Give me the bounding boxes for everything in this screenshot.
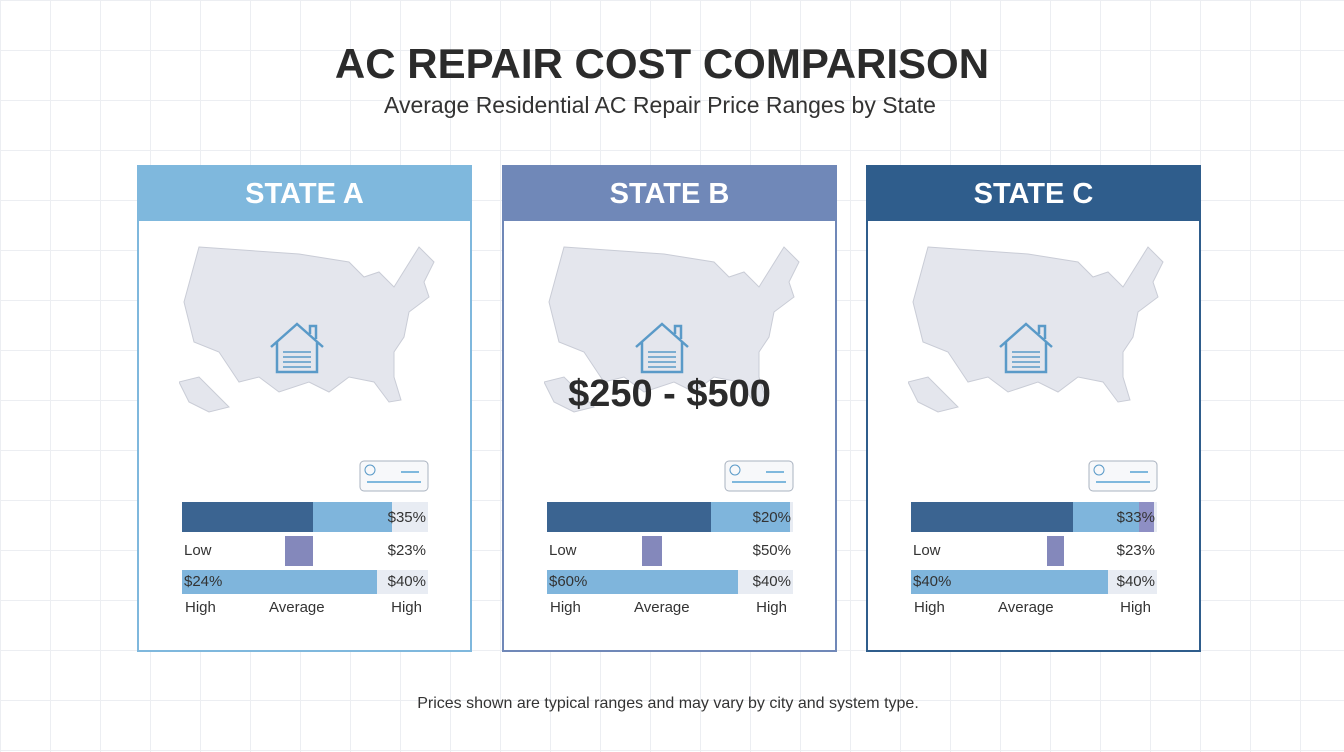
row-right-label: $23% [387, 542, 426, 559]
row-right-label: $40% [1116, 573, 1155, 590]
row-right-label: $35% [387, 509, 426, 526]
axis-label: High [185, 599, 216, 616]
bar [285, 536, 313, 566]
bar [911, 502, 1073, 532]
map [908, 246, 1164, 413]
map [544, 246, 800, 413]
bar [547, 570, 738, 594]
bar [711, 502, 790, 532]
row-right-label: $40% [387, 573, 426, 590]
bar [1047, 536, 1064, 566]
bar [911, 536, 1157, 566]
row-left-label: Low [549, 542, 577, 559]
row-left-label: $60% [549, 573, 588, 590]
panel: STATE C $33% Low $23% $40% $40% High Average Hig… [866, 165, 1201, 652]
axis-label: High [550, 599, 581, 616]
axis-label: High [391, 599, 422, 616]
panel-header: STATE A [139, 167, 470, 221]
bar [1073, 502, 1139, 532]
axis-label: Average [998, 599, 1054, 616]
subtitle: Average Residential AC Repair Price Rang… [384, 92, 936, 118]
row-right-label: $23% [1116, 542, 1155, 559]
price-range: $250 - $500 [568, 373, 771, 415]
bar [911, 570, 1108, 594]
row-left-label: $40% [913, 573, 952, 590]
panel: STATE B $250 - $500 $20% Low $50% $60% $40% Hig… [502, 165, 837, 652]
axis-label: High [914, 599, 945, 616]
panel: STATE A $35% Low $23% $24% $40% High Average Hig… [137, 165, 472, 652]
row-right-label: $33% [1116, 509, 1155, 526]
axis-label: Average [634, 599, 690, 616]
row-right-label: $50% [752, 542, 791, 559]
row-right-label: $40% [752, 573, 791, 590]
bar [547, 536, 793, 566]
footnote: Prices shown are typical ranges and may … [417, 695, 919, 712]
panel-header: STATE C [868, 167, 1199, 221]
panel-header: STATE B [504, 167, 835, 221]
ac-icon [1088, 460, 1158, 492]
bar [182, 502, 313, 532]
axis-label: High [1120, 599, 1151, 616]
bar [313, 502, 392, 532]
axis-label: Average [269, 599, 325, 616]
ac-icon [724, 460, 794, 492]
map [179, 246, 435, 413]
bar [182, 570, 377, 594]
row-left-label: Low [913, 542, 941, 559]
bar [642, 536, 662, 566]
axis-label: High [756, 599, 787, 616]
title: AC REPAIR COST COMPARISON [334, 40, 990, 87]
bar [1139, 502, 1154, 532]
row-left-label: $24% [184, 573, 223, 590]
row-right-label: $20% [752, 509, 791, 526]
ac-icon [359, 460, 429, 492]
row-left-label: Low [184, 542, 212, 559]
bar [547, 502, 711, 532]
